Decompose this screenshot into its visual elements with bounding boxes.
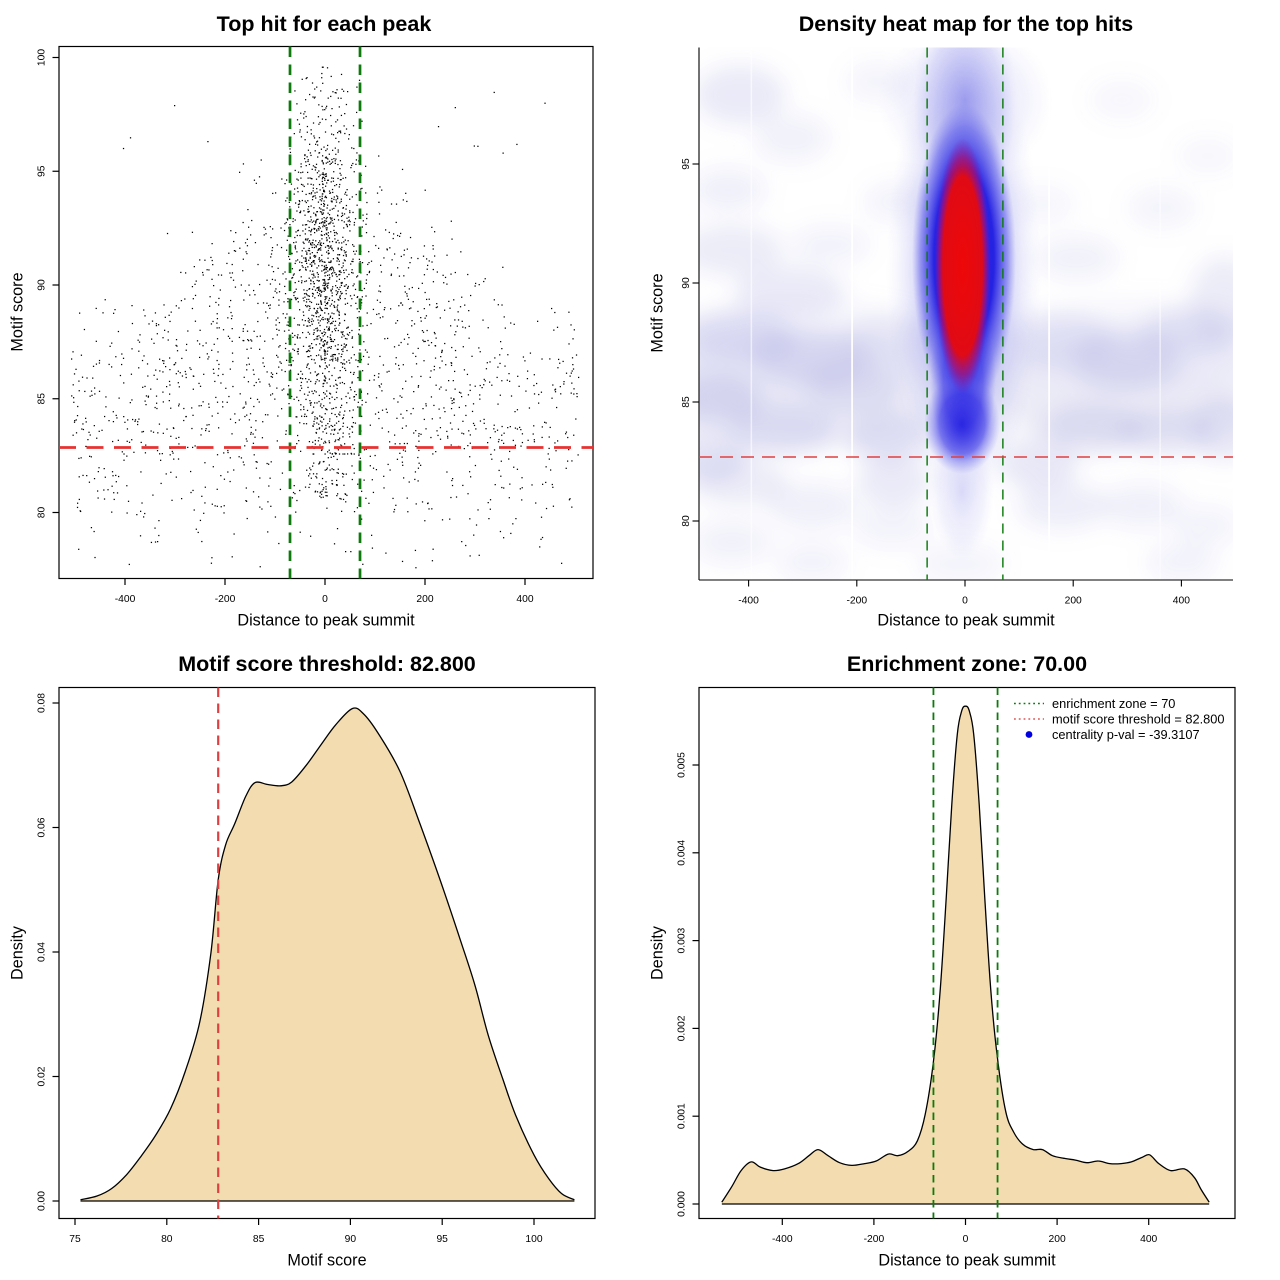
- svg-text:-400: -400: [115, 594, 136, 605]
- svg-text:80: 80: [681, 515, 692, 527]
- svg-text:95: 95: [436, 1234, 448, 1245]
- svg-text:Density heat map for the top h: Density heat map for the top hits: [799, 12, 1134, 36]
- svg-text:400: 400: [1140, 1234, 1157, 1245]
- svg-text:enrichment zone = 70: enrichment zone = 70: [1052, 696, 1175, 711]
- svg-text:0: 0: [322, 594, 328, 605]
- svg-text:95: 95: [681, 158, 692, 170]
- svg-text:-200: -200: [846, 596, 867, 607]
- svg-text:motif score threshold = 82.800: motif score threshold = 82.800: [1052, 712, 1225, 727]
- svg-text:0.000: 0.000: [677, 1191, 688, 1217]
- svg-text:0.005: 0.005: [677, 752, 688, 778]
- svg-text:0.02: 0.02: [37, 1066, 48, 1086]
- svg-text:-400: -400: [772, 1234, 793, 1245]
- svg-text:0.003: 0.003: [677, 927, 688, 953]
- svg-text:Distance to peak summit: Distance to peak summit: [877, 612, 1055, 630]
- svg-text:80: 80: [161, 1234, 173, 1245]
- svg-text:200: 200: [416, 594, 433, 605]
- svg-text:200: 200: [1049, 1234, 1066, 1245]
- svg-text:85: 85: [37, 393, 48, 405]
- svg-text:centrality p-val = -39.3107: centrality p-val = -39.3107: [1052, 727, 1200, 742]
- svg-text:Density: Density: [8, 925, 26, 980]
- svg-text:0.001: 0.001: [677, 1103, 688, 1129]
- svg-text:0: 0: [962, 596, 968, 607]
- svg-text:Distance to peak summit: Distance to peak summit: [878, 1252, 1056, 1270]
- svg-text:90: 90: [345, 1234, 357, 1245]
- svg-text:0.06: 0.06: [37, 817, 48, 837]
- svg-text:100: 100: [37, 49, 48, 66]
- svg-text:0.04: 0.04: [37, 942, 48, 962]
- svg-text:400: 400: [516, 594, 533, 605]
- svg-text:100: 100: [525, 1234, 542, 1245]
- svg-text:0: 0: [963, 1234, 969, 1245]
- svg-text:Motif score: Motif score: [287, 1252, 366, 1270]
- svg-text:Density: Density: [648, 925, 666, 980]
- svg-text:Enrichment zone: 70.00: Enrichment zone: 70.00: [847, 652, 1087, 676]
- svg-text:Motif score: Motif score: [648, 273, 666, 352]
- svg-text:0.002: 0.002: [677, 1015, 688, 1041]
- svg-text:Motif score threshold: 82.800: Motif score threshold: 82.800: [178, 652, 476, 676]
- svg-text:80: 80: [37, 507, 48, 519]
- svg-text:Distance to peak summit: Distance to peak summit: [237, 612, 415, 630]
- svg-text:400: 400: [1173, 596, 1190, 607]
- svg-text:0.00: 0.00: [37, 1191, 48, 1211]
- svg-text:0.004: 0.004: [677, 840, 688, 866]
- svg-text:200: 200: [1065, 596, 1082, 607]
- svg-text:Motif score: Motif score: [8, 272, 26, 351]
- svg-text:0.08: 0.08: [37, 693, 48, 713]
- svg-text:75: 75: [69, 1234, 81, 1245]
- svg-text:-200: -200: [215, 594, 236, 605]
- svg-text:-200: -200: [864, 1234, 885, 1245]
- svg-text:-400: -400: [738, 596, 759, 607]
- svg-text:Top hit for each peak: Top hit for each peak: [217, 12, 432, 36]
- svg-text:90: 90: [681, 277, 692, 289]
- svg-text:90: 90: [37, 279, 48, 291]
- svg-text:85: 85: [681, 396, 692, 408]
- svg-text:95: 95: [37, 165, 48, 177]
- svg-text:85: 85: [253, 1234, 265, 1245]
